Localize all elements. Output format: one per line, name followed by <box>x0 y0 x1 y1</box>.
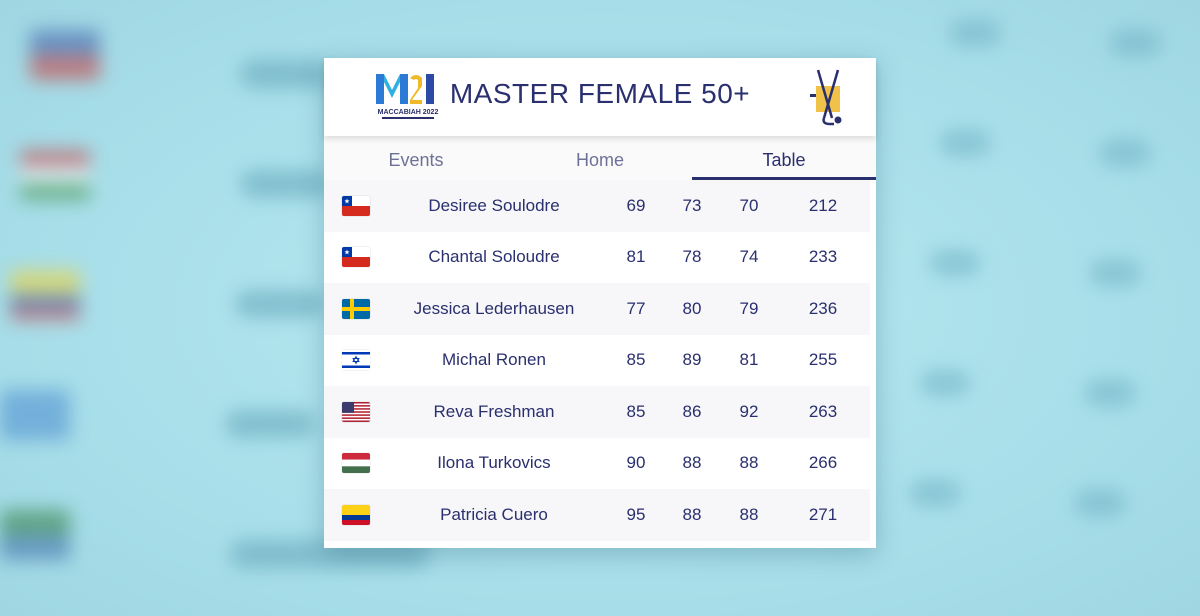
leaderboard-card: MACCABIAH 2022 MASTER FEMALE 50+ Events … <box>324 58 876 548</box>
chile-flag-icon <box>342 247 370 268</box>
round-3-score: 81 <box>739 350 759 370</box>
round-3-score: 74 <box>739 247 759 267</box>
svg-text:MACCABIAH 2022: MACCABIAH 2022 <box>378 109 439 116</box>
page-title: MASTER FEMALE 50+ <box>449 78 751 109</box>
table-row[interactable]: Ilona Turkovics 90 88 88 266 <box>324 437 870 489</box>
table-row[interactable]: Desiree Soulodre 69 73 70 212 <box>324 180 870 232</box>
colombia-flag-icon <box>342 504 370 525</box>
round-2-score: 88 <box>682 504 702 524</box>
tab-table[interactable]: Table <box>692 136 876 180</box>
hockey-logo <box>808 66 848 126</box>
table-row[interactable]: Jessica Lederhausen 77 80 79 236 <box>324 283 870 335</box>
round-2-score: 88 <box>682 453 702 473</box>
round-1-score: 95 <box>626 504 646 524</box>
total-score: 255 <box>808 350 838 370</box>
round-3-score: 79 <box>739 298 759 318</box>
total-score: 233 <box>808 247 838 267</box>
table-row[interactable]: Patricia Cuero 95 88 88 271 <box>324 489 870 541</box>
player-name: Patricia Cuero <box>440 504 548 524</box>
tab-bar: Events Home Table <box>324 136 876 180</box>
total-score: 271 <box>808 504 838 524</box>
round-2-score: 73 <box>682 195 702 215</box>
player-name: Michal Ronen <box>442 350 546 370</box>
total-score: 236 <box>808 298 838 318</box>
player-name: Reva Freshman <box>433 401 555 421</box>
total-score: 212 <box>808 195 838 215</box>
round-1-score: 69 <box>626 195 646 215</box>
total-score: 263 <box>808 401 838 421</box>
round-1-score: 90 <box>626 453 646 473</box>
round-2-score: 86 <box>682 401 702 421</box>
table-row[interactable]: Chantal Soloudre 81 78 74 233 <box>324 231 870 283</box>
tab-home[interactable]: Home <box>575 150 624 170</box>
table-row[interactable]: Michal Ronen 85 89 81 255 <box>324 334 870 386</box>
chile-flag-icon <box>342 195 370 216</box>
maccabiah-logo: MACCABIAH 2022 <box>376 72 440 122</box>
round-1-score: 81 <box>626 247 646 267</box>
round-1-score: 85 <box>626 350 646 370</box>
round-2-score: 78 <box>682 247 702 267</box>
israel-flag-icon <box>342 350 370 371</box>
table-row[interactable]: Reva Freshman 85 86 92 263 <box>324 386 870 438</box>
round-3-score: 88 <box>739 504 759 524</box>
standings-table: Desiree Soulodre 69 73 70 212 Chantal So… <box>324 180 876 541</box>
round-2-score: 89 <box>682 350 702 370</box>
player-name: Chantal Soloudre <box>428 247 560 267</box>
card-header: MACCABIAH 2022 MASTER FEMALE 50+ <box>324 58 876 136</box>
round-1-score: 85 <box>626 401 646 421</box>
player-name: Desiree Soulodre <box>428 195 560 215</box>
round-3-score: 92 <box>739 401 759 421</box>
hungary-flag-icon <box>342 453 370 474</box>
sweden-flag-icon <box>342 298 370 319</box>
total-score: 266 <box>808 453 838 473</box>
round-1-score: 77 <box>626 298 646 318</box>
round-2-score: 80 <box>682 298 702 318</box>
usa-flag-icon <box>342 401 370 422</box>
round-3-score: 70 <box>739 195 759 215</box>
player-name: Jessica Lederhausen <box>413 298 575 318</box>
round-3-score: 88 <box>739 453 759 473</box>
tab-events[interactable]: Events <box>388 150 444 170</box>
player-name: Ilona Turkovics <box>437 453 551 473</box>
